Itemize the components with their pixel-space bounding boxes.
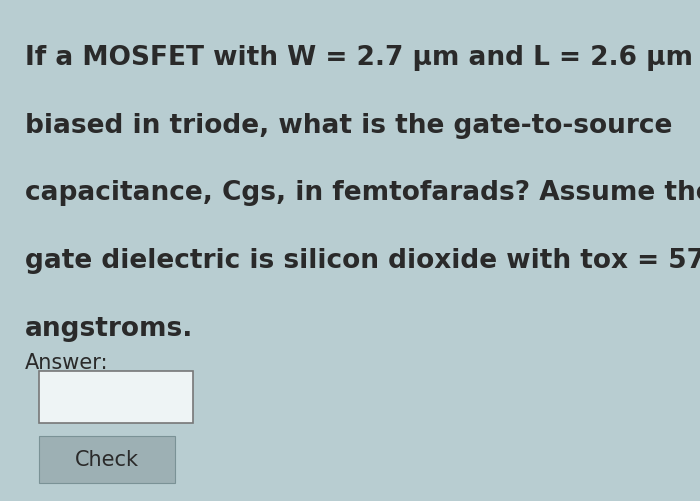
FancyBboxPatch shape	[38, 371, 193, 423]
FancyBboxPatch shape	[38, 436, 175, 483]
Text: gate dielectric is silicon dioxide with tox = 57.0: gate dielectric is silicon dioxide with …	[25, 248, 700, 274]
Text: biased in triode, what is the gate-to-source: biased in triode, what is the gate-to-so…	[25, 113, 672, 139]
Text: If a MOSFET with W = 2.7 μm and L = 2.6 μm is: If a MOSFET with W = 2.7 μm and L = 2.6 …	[25, 45, 700, 71]
Text: Check: Check	[75, 450, 139, 469]
Text: angstroms.: angstroms.	[25, 316, 193, 342]
Text: Answer:: Answer:	[25, 353, 108, 373]
Text: capacitance, Cgs, in femtofarads? Assume the: capacitance, Cgs, in femtofarads? Assume…	[25, 180, 700, 206]
